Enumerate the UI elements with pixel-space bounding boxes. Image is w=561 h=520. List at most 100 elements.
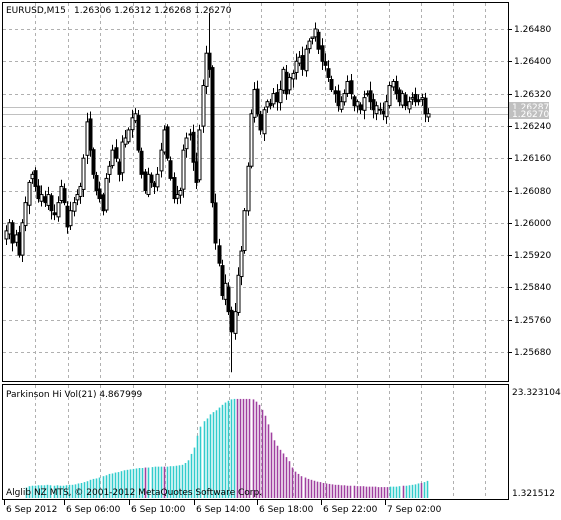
candle[interactable] <box>20 219 25 263</box>
candle[interactable] <box>368 81 373 110</box>
candle[interactable] <box>294 53 299 80</box>
candle[interactable] <box>175 185 180 205</box>
candle[interactable] <box>184 132 189 158</box>
candle[interactable] <box>236 267 241 316</box>
candle[interactable] <box>287 73 292 95</box>
candle[interactable] <box>75 189 80 206</box>
candle[interactable] <box>316 29 321 54</box>
candle[interactable] <box>191 124 196 171</box>
candle[interactable] <box>239 246 244 286</box>
candle[interactable] <box>394 75 399 100</box>
candle[interactable] <box>68 201 73 231</box>
candle[interactable] <box>217 238 222 267</box>
candle[interactable] <box>355 99 360 113</box>
candle[interactable] <box>416 94 421 106</box>
candle[interactable] <box>387 81 392 109</box>
candle[interactable] <box>23 196 28 232</box>
candle[interactable] <box>407 96 412 114</box>
candle[interactable] <box>168 156 173 181</box>
candle[interactable] <box>27 180 32 215</box>
volatility-histogram[interactable] <box>25 398 429 498</box>
candle[interactable] <box>242 208 247 254</box>
candle[interactable] <box>310 36 315 45</box>
candle[interactable] <box>307 38 312 54</box>
candle[interactable] <box>258 110 263 135</box>
candle[interactable] <box>62 183 67 206</box>
candle[interactable] <box>262 106 267 142</box>
candle[interactable] <box>378 102 383 115</box>
candle[interactable] <box>426 108 431 123</box>
candle[interactable] <box>229 306 234 373</box>
candle[interactable] <box>339 96 344 113</box>
candle[interactable] <box>120 135 125 182</box>
candle[interactable] <box>107 160 112 183</box>
candle[interactable] <box>136 109 141 153</box>
candle[interactable] <box>94 171 99 196</box>
candle[interactable] <box>304 44 309 77</box>
candle[interactable] <box>97 181 102 203</box>
candle[interactable] <box>268 98 273 110</box>
candle[interactable] <box>78 182 83 204</box>
candle[interactable] <box>246 162 251 216</box>
candle[interactable] <box>342 89 347 106</box>
candle[interactable] <box>56 196 61 222</box>
candle-body-down <box>403 94 408 107</box>
candle[interactable] <box>130 109 135 138</box>
candle[interactable] <box>233 303 238 340</box>
candle[interactable] <box>336 84 341 112</box>
candle[interactable] <box>384 94 389 124</box>
candle[interactable] <box>155 166 160 192</box>
candle[interactable] <box>149 172 154 188</box>
candle[interactable] <box>362 90 367 120</box>
candle[interactable] <box>320 38 325 71</box>
candle[interactable] <box>110 144 115 169</box>
candle[interactable] <box>33 167 38 192</box>
candle[interactable] <box>249 109 254 169</box>
candle[interactable] <box>114 139 119 163</box>
candle[interactable] <box>358 102 363 114</box>
candlestick-series[interactable] <box>4 12 431 373</box>
candle[interactable] <box>210 65 215 208</box>
candle[interactable] <box>326 60 331 82</box>
candle[interactable] <box>403 92 408 111</box>
candle[interactable] <box>226 282 231 315</box>
candle[interactable] <box>371 93 376 119</box>
candle[interactable] <box>72 196 77 217</box>
candle[interactable] <box>52 204 57 221</box>
candle[interactable] <box>4 225 9 246</box>
candle[interactable] <box>329 75 334 92</box>
candle[interactable] <box>49 193 54 220</box>
candle[interactable] <box>91 147 96 179</box>
candle[interactable] <box>291 70 296 88</box>
candle[interactable] <box>36 179 41 203</box>
candle[interactable] <box>178 187 183 204</box>
candle[interactable] <box>300 46 305 76</box>
candle[interactable] <box>423 92 428 123</box>
candle[interactable] <box>172 172 177 204</box>
candle[interactable] <box>220 259 225 300</box>
candle[interactable] <box>255 80 260 117</box>
candle[interactable] <box>207 12 212 78</box>
candle[interactable] <box>10 220 15 252</box>
candle[interactable] <box>374 101 379 121</box>
candle[interactable] <box>197 124 202 183</box>
candle[interactable] <box>165 124 170 161</box>
candle[interactable] <box>213 193 218 250</box>
candle[interactable] <box>146 167 151 198</box>
candle[interactable] <box>345 75 350 98</box>
candle[interactable] <box>278 80 283 111</box>
candle[interactable] <box>201 79 206 133</box>
candle[interactable] <box>413 87 418 107</box>
candle[interactable] <box>88 111 93 157</box>
candle[interactable] <box>323 53 328 71</box>
candle[interactable] <box>81 154 86 198</box>
candle[interactable] <box>271 88 276 108</box>
candle[interactable] <box>139 147 144 179</box>
candle[interactable] <box>349 73 354 100</box>
candle[interactable] <box>181 144 186 198</box>
candle[interactable] <box>39 185 44 207</box>
candle[interactable] <box>159 142 164 178</box>
candle[interactable] <box>104 173 109 213</box>
candle[interactable] <box>126 127 131 144</box>
